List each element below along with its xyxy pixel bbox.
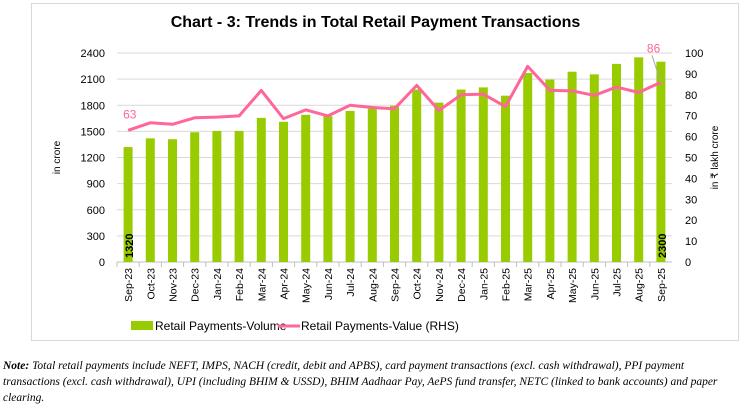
volume-bar <box>567 71 577 262</box>
volume-bar <box>501 95 510 262</box>
volume-bar <box>634 57 644 262</box>
x-tick-label: Mar-24 <box>256 268 268 301</box>
x-tick-label: Aug-24 <box>367 268 379 302</box>
volume-data-label: 2300 <box>657 234 669 258</box>
left-tick-label: 1200 <box>81 153 105 165</box>
volume-bar <box>656 61 666 263</box>
x-tick-label: Oct-24 <box>412 268 424 300</box>
right-tick-label: 0 <box>685 257 691 269</box>
volume-bar <box>390 105 399 262</box>
x-tick-label: Feb-24 <box>234 268 246 301</box>
note-text: Total retail payments include NEFT, IMPS… <box>3 360 718 404</box>
left-tick-label: 1500 <box>81 126 105 138</box>
x-tick-label: Jul-25 <box>612 268 624 297</box>
left-tick-label: 300 <box>87 231 105 243</box>
volume-bar <box>212 130 222 262</box>
x-tick-label: Nov-24 <box>434 268 446 302</box>
x-tick-label: Sep-24 <box>390 268 402 302</box>
right-tick-label: 10 <box>685 236 697 248</box>
volume-bar <box>412 89 422 262</box>
left-tick-label: 600 <box>87 205 105 217</box>
right-tick-label: 90 <box>685 69 697 81</box>
right-tick-label: 100 <box>685 48 703 60</box>
volume-bar <box>234 130 244 262</box>
x-tick-label: Mar-25 <box>523 268 535 301</box>
x-tick-label: Nov-23 <box>168 268 180 302</box>
volume-bar <box>301 114 311 263</box>
right-tick-label: 30 <box>685 194 697 206</box>
right-tick-label: 70 <box>685 111 697 123</box>
x-tick-label: May-25 <box>567 268 579 303</box>
volume-bar <box>168 139 177 262</box>
volume-bar <box>345 110 355 262</box>
x-tick-label: Jan-25 <box>478 268 490 300</box>
volume-bar <box>145 138 155 262</box>
x-tick-label: Oct-23 <box>145 268 157 300</box>
legend-volume-label: Retail Payments-Volume <box>155 319 287 333</box>
x-tick-label: Jun-25 <box>589 268 601 300</box>
x-tick-label: Aug-25 <box>634 268 646 302</box>
left-tick-label: 2400 <box>81 48 105 60</box>
x-tick-label: May-24 <box>301 268 313 303</box>
x-tick-label: Dec-23 <box>190 268 202 302</box>
x-tick-label: Jan-24 <box>212 268 224 300</box>
right-tick-label: 50 <box>685 153 697 165</box>
left-tick-label: 0 <box>99 257 105 269</box>
volume-bar <box>456 89 466 262</box>
chart-title: Chart - 3: Trends in Total Retail Paymen… <box>170 14 581 31</box>
volume-bar <box>545 79 555 262</box>
chart-frame <box>31 3 739 341</box>
volume-bar <box>323 116 333 263</box>
volume-bar <box>478 87 488 262</box>
volume-bar <box>523 73 533 262</box>
volume-bar <box>190 132 200 262</box>
note-prefix: Note: <box>3 360 30 372</box>
value-label-leader <box>651 55 662 83</box>
volume-bar <box>256 117 266 263</box>
x-tick-label: Sep-23 <box>123 268 135 302</box>
legend-volume-swatch <box>131 321 153 330</box>
left-tick-label: 900 <box>87 179 105 191</box>
volume-bar <box>434 102 444 262</box>
right-tick-label: 40 <box>685 173 697 185</box>
left-axis-title: in crore <box>52 140 63 174</box>
x-tick-label: Dec-24 <box>456 268 468 302</box>
volume-bar <box>367 106 377 263</box>
right-axis-title: in ₹ lakh crore <box>710 125 721 189</box>
volume-bar <box>612 63 621 262</box>
x-tick-label: Sep-25 <box>656 268 668 302</box>
left-tick-label: 2100 <box>81 74 105 86</box>
chart-note: Note: Total retail payments include NEFT… <box>3 358 743 406</box>
x-tick-label: Feb-25 <box>501 268 513 301</box>
x-tick-label: Jul-24 <box>345 268 357 297</box>
right-tick-label: 60 <box>685 132 697 144</box>
volume-bar <box>279 121 288 262</box>
value-data-label: 86 <box>647 41 661 55</box>
right-tick-label: 80 <box>685 90 697 102</box>
x-tick-label: Jun-24 <box>323 268 335 300</box>
legend-value-label: Retail Payments-Value (RHS) <box>301 319 459 333</box>
volume-data-label: 1320 <box>124 234 136 258</box>
volume-bar <box>123 147 133 262</box>
right-tick-label: 20 <box>685 215 697 227</box>
x-tick-label: Apr-24 <box>279 268 291 300</box>
left-tick-label: 1800 <box>81 100 105 112</box>
volume-bar <box>589 74 599 262</box>
value-data-label: 63 <box>123 107 137 121</box>
x-tick-label: Apr-25 <box>545 268 557 300</box>
chart-svg: 0 300 600 900 1200 1500 1800 2100 2400 0 10 20 30 40 5… <box>52 41 721 333</box>
